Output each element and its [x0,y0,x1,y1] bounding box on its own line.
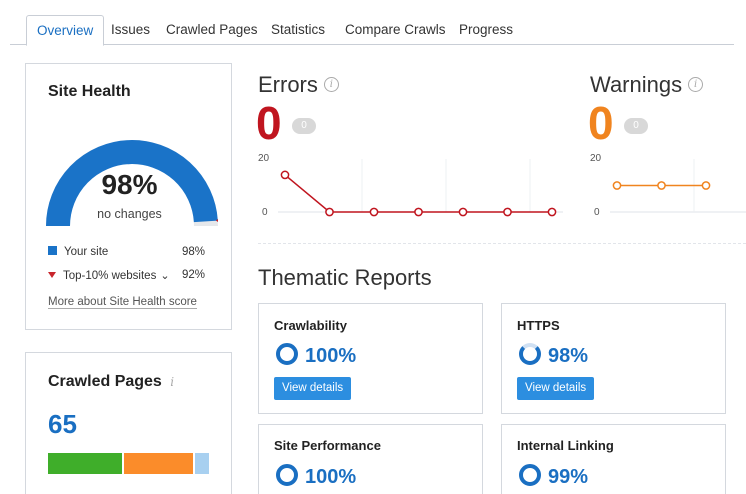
progress-ring-icon [519,343,541,365]
your-site-swatch-icon [48,246,57,256]
errors-title: Errors i [258,72,339,98]
tab-bar: Overview Issues Crawled Pages Statistics… [10,15,734,46]
warnings-axis-min: 0 [594,207,600,218]
errors-chart [278,159,563,217]
chart-point[interactable] [280,170,290,180]
tab-crawled-pages[interactable]: Crawled Pages [166,22,258,37]
chart-point[interactable] [369,207,379,217]
crawled-pages-title-text: Crawled Pages [48,373,162,390]
site-health-card: Site Health 98% no changes Your site 98%… [25,63,232,330]
warnings-count[interactable]: 0 [588,97,614,149]
pages-bar-segment[interactable] [194,453,209,474]
report-percent[interactable]: 98% [548,345,589,367]
report-card-site-performance: Site Performance 100% [258,424,483,494]
errors-count[interactable]: 0 [256,97,282,149]
site-health-gauge [46,140,218,227]
pages-bar-segment[interactable] [48,453,122,474]
tab-issues[interactable]: Issues [111,22,151,37]
chevron-down-icon: ⌄ [160,270,170,282]
warnings-change-badge: 0 [624,118,648,134]
gauge-fill [46,140,218,227]
report-card-https: HTTPS 98% View details [501,303,726,414]
report-name: HTTPS [517,318,560,333]
view-details-button[interactable]: View details [274,377,352,400]
pages-bar-segment[interactable] [123,453,193,474]
chart-point[interactable] [458,207,468,217]
top-10-marker [215,219,218,222]
legend-top-10-value: 92% [182,269,206,281]
progress-ring-icon [519,464,541,486]
crawled-pages-bar [48,453,209,474]
chart-point[interactable] [612,181,622,190]
legend-your-site: Your site [48,246,108,258]
report-name: Internal Linking [517,438,614,453]
site-health-title: Site Health [48,83,131,100]
legend-top-10[interactable]: Top-10% websites ⌄ [48,269,170,282]
legend-your-site-label: Your site [64,246,109,258]
chart-series-line [284,174,552,213]
chart-point[interactable] [657,181,666,190]
report-name: Crawlability [274,318,347,333]
legend-top-10-label: Top-10% websites [63,270,157,282]
report-card-crawlability: Crawlability 100% View details [258,303,483,414]
tab-overview[interactable]: Overview [26,15,105,46]
report-percent[interactable]: 100% [305,466,357,488]
view-details-button[interactable]: View details [517,377,595,400]
info-icon[interactable]: i [688,76,704,92]
warnings-title-text: Warnings [590,72,683,97]
info-icon[interactable]: i [323,76,339,92]
chart-point[interactable] [547,207,557,217]
warnings-axis-max: 20 [590,153,602,164]
crawled-pages-count[interactable]: 65 [48,409,77,439]
progress-ring-icon [276,464,298,486]
warnings-chart [610,159,746,213]
triangle-down-icon [48,271,56,278]
section-divider [258,243,746,244]
info-icon[interactable]: i [170,375,175,389]
report-card-internal-linking: Internal Linking 99% [501,424,726,494]
site-health-change: no changes [97,207,162,221]
chart-point[interactable] [503,207,512,217]
chart-point[interactable] [701,181,711,190]
errors-axis-min: 0 [262,207,268,218]
site-health-score: 98% [101,169,158,200]
report-name: Site Performance [274,438,381,453]
errors-axis-max: 20 [258,153,270,164]
legend-your-site-value: 98% [182,246,206,258]
thematic-reports-title: Thematic Reports [258,265,432,290]
errors-change-badge: 0 [292,118,316,134]
crawled-pages-card: Crawled Pages i 65 [25,352,232,494]
tab-compare-crawls[interactable]: Compare Crawls [345,22,446,37]
chart-point[interactable] [325,207,334,217]
warnings-title: Warnings i [590,72,704,98]
tab-statistics[interactable]: Statistics [271,22,326,37]
more-about-site-health-link[interactable]: More about Site Health score [48,296,197,309]
tab-progress[interactable]: Progress [459,22,514,37]
chart-point[interactable] [414,207,423,217]
progress-ring-icon [276,343,298,365]
crawled-pages-title: Crawled Pages i [48,373,174,391]
report-percent[interactable]: 99% [548,466,589,488]
report-percent[interactable]: 100% [305,345,357,367]
errors-title-text: Errors [258,72,318,97]
